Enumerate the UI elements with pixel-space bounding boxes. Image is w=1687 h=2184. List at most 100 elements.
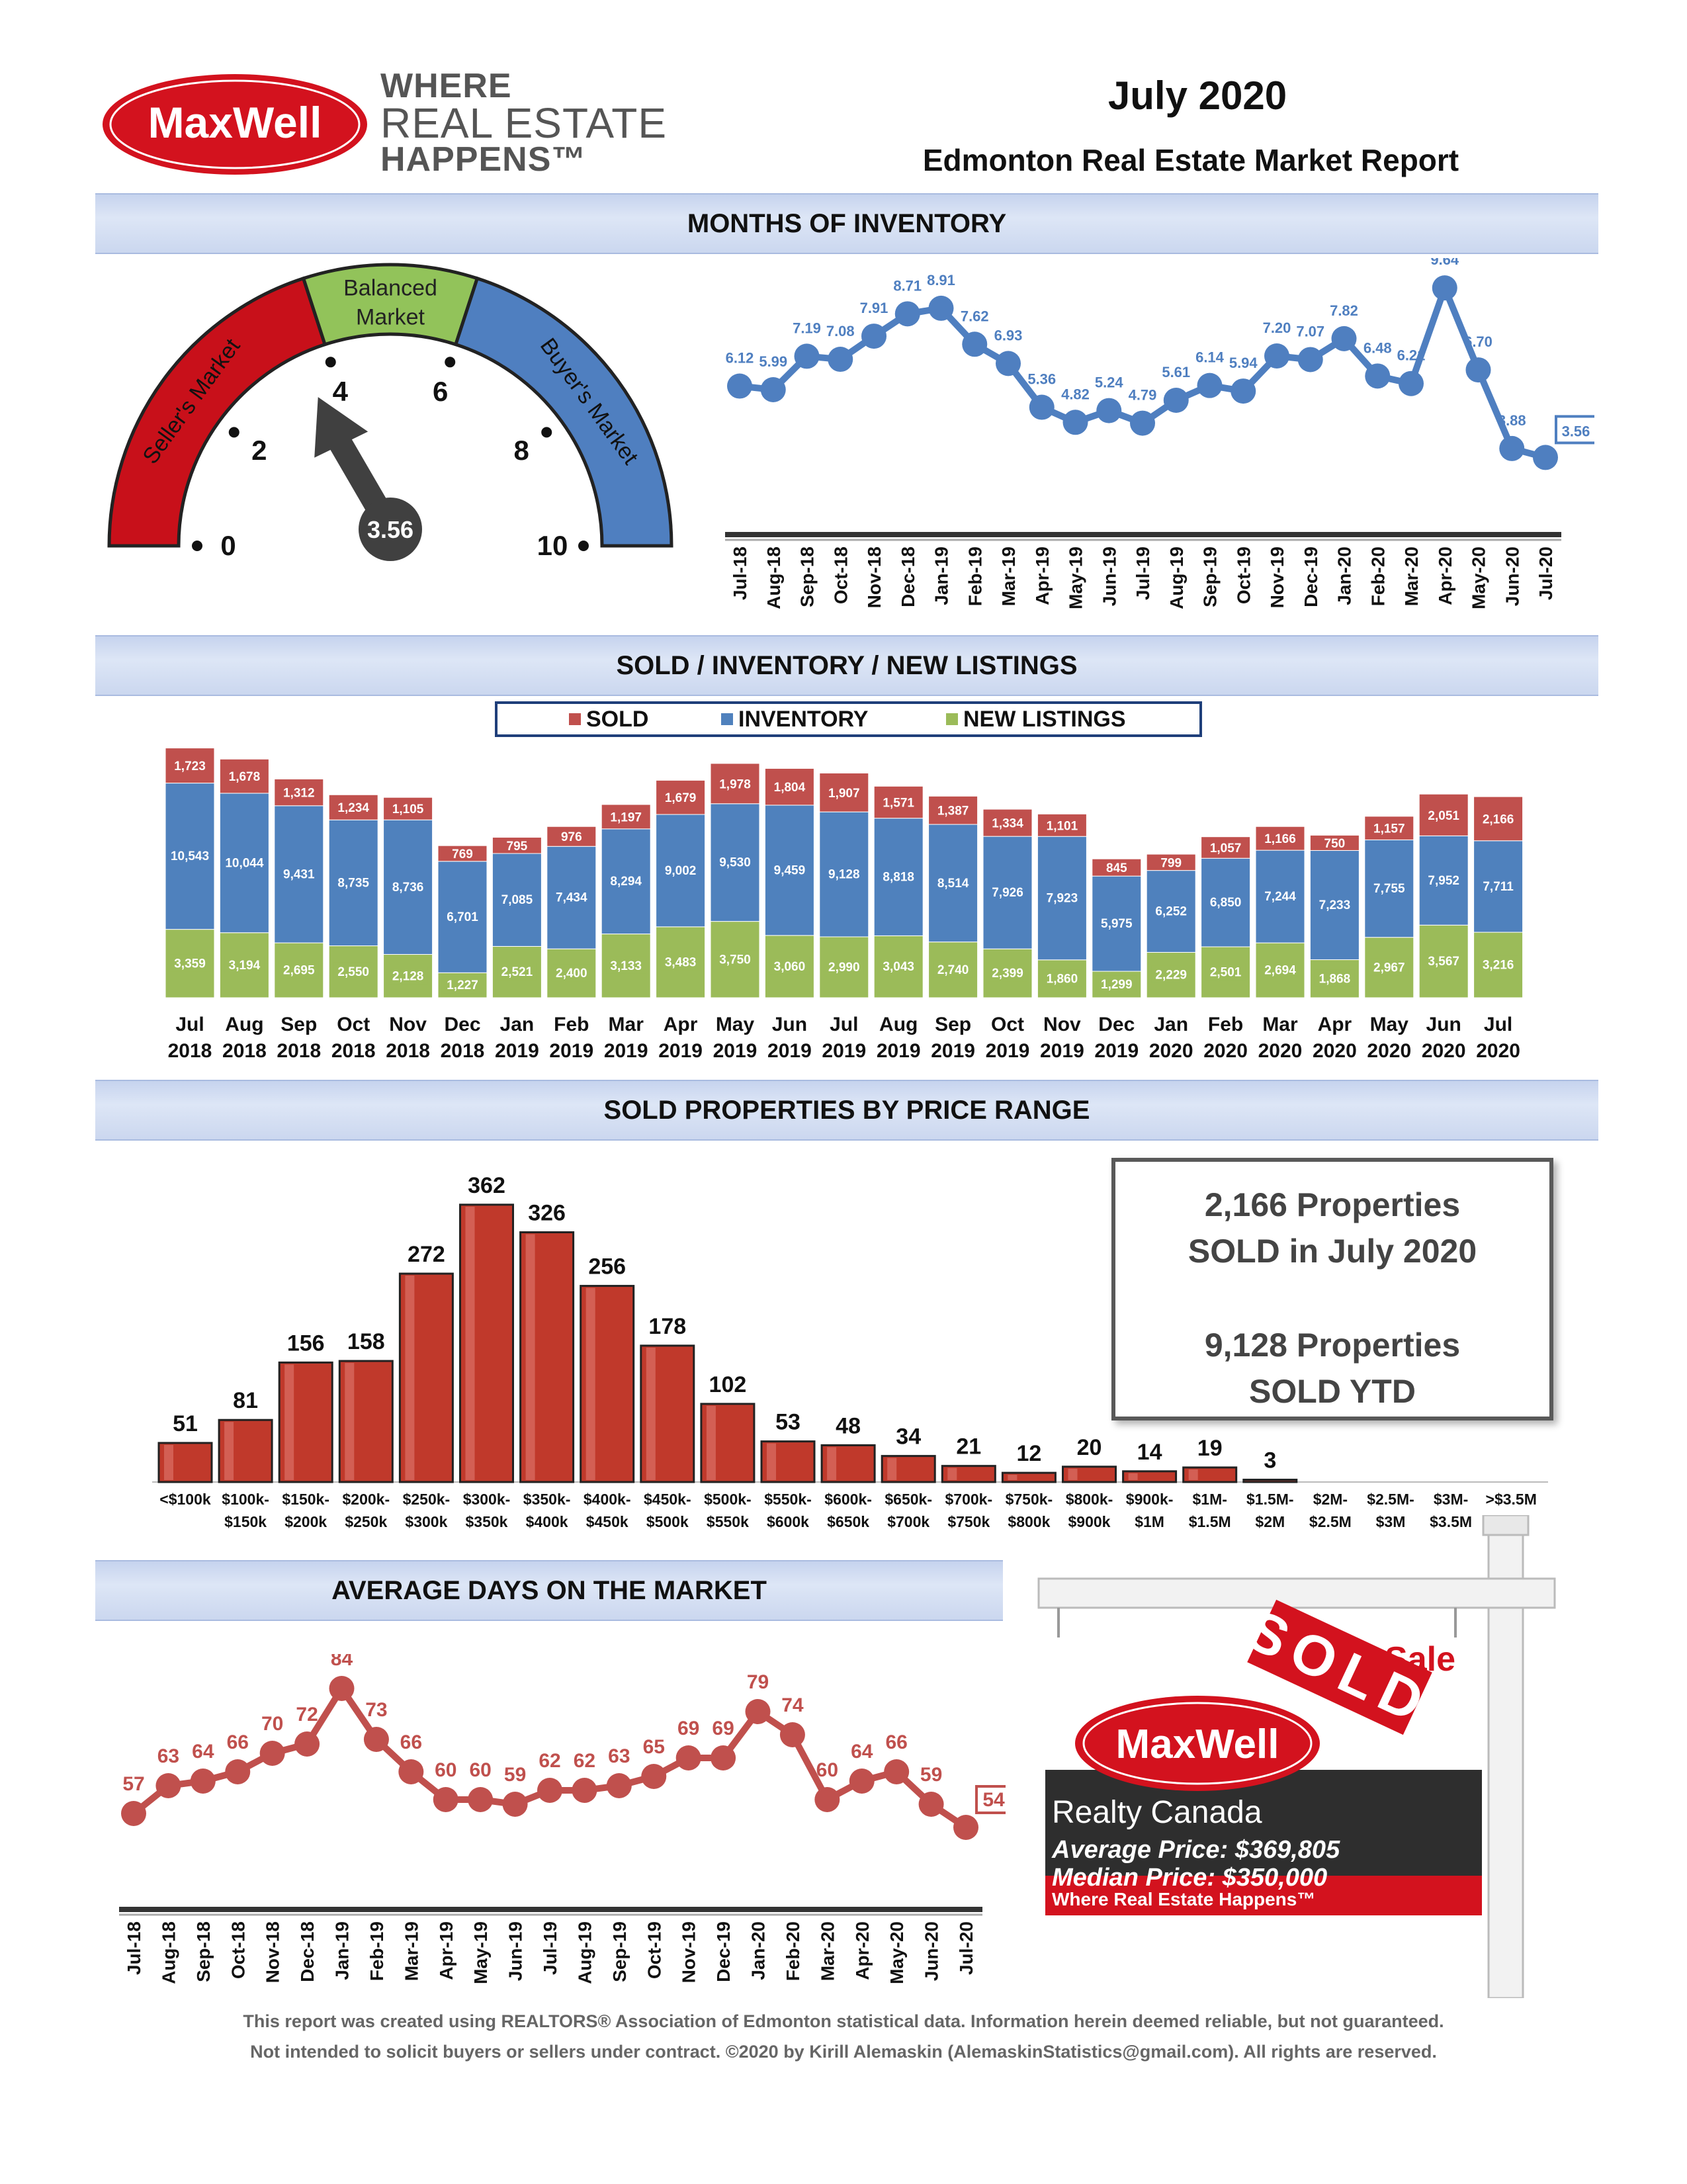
data-label-sold: 1,101 xyxy=(1047,819,1078,833)
x-tick-label: $1M- xyxy=(1192,1491,1227,1508)
data-label: 79 xyxy=(747,1671,769,1693)
x-tick-label: Jan-19 xyxy=(931,546,952,605)
bar-sold xyxy=(165,748,215,784)
data-label-inventory: 7,711 xyxy=(1483,880,1514,894)
gauge-tick-label: 6 xyxy=(433,376,448,407)
bar-sold xyxy=(546,826,597,847)
data-point xyxy=(849,1769,875,1794)
data-point xyxy=(675,1745,701,1770)
bar-sold xyxy=(1473,796,1524,842)
bar-inventory xyxy=(1364,839,1414,938)
x-tick-label: 2020 xyxy=(1367,1040,1411,1062)
data-label-sold: 1,679 xyxy=(665,791,697,805)
x-tick-label: $800k xyxy=(1008,1513,1050,1530)
data-label: 7.07 xyxy=(1296,323,1324,339)
bar-highlight xyxy=(767,1443,776,1480)
months-of-inventory-chart: 6.12 Jul-18 5.99 Aug-18 7.19 Sep-18 7.08 Oct-18… xyxy=(708,251,1597,615)
sil-legend: SOLD INVENTORY NEW LISTINGS xyxy=(495,701,1202,737)
x-tick-label: 2019 xyxy=(713,1040,757,1062)
bar-sold xyxy=(764,767,814,806)
data-label-new-listings: 2,501 xyxy=(1210,966,1242,980)
data-label-inventory: 9,459 xyxy=(774,863,806,877)
data-label: 60 xyxy=(435,1759,456,1781)
data-label: 48 xyxy=(836,1413,861,1438)
data-label: 7.20 xyxy=(1263,320,1291,336)
data-label: 156 xyxy=(287,1331,325,1356)
x-tick-label: Dec xyxy=(444,1014,480,1035)
x-tick-label: 2019 xyxy=(767,1040,812,1062)
x-tick-label: 2019 xyxy=(877,1040,921,1062)
data-label-inventory: 7,233 xyxy=(1319,898,1351,912)
summary-line-4: SOLD YTD xyxy=(1249,1373,1416,1410)
data-point xyxy=(1331,326,1357,351)
x-tick-label: Mar-20 xyxy=(1401,546,1422,606)
data-label: 73 xyxy=(365,1699,387,1721)
data-label-sold: 845 xyxy=(1106,861,1127,875)
data-label-new-listings: 3,216 xyxy=(1483,959,1514,973)
x-tick-label: Mar xyxy=(609,1014,644,1035)
data-label-inventory: 7,926 xyxy=(992,886,1023,900)
bar-highlight xyxy=(827,1447,837,1480)
series-line-segment xyxy=(1442,286,1482,371)
data-label: 65 xyxy=(643,1736,665,1758)
sold-summary-box: 2,166 Properties SOLD in July 2020 9,128… xyxy=(1111,1158,1553,1420)
data-label: 60 xyxy=(469,1759,491,1781)
data-label: 6.70 xyxy=(1464,333,1492,350)
data-label: 51 xyxy=(173,1411,198,1436)
label-bg xyxy=(769,957,810,975)
data-point xyxy=(190,1769,216,1794)
x-tick-label: 2019 xyxy=(1040,1040,1084,1062)
bar-inventory xyxy=(1473,840,1524,933)
data-label: 53 xyxy=(775,1410,800,1435)
bar-inventory xyxy=(1255,850,1305,943)
data-point xyxy=(1297,347,1323,372)
bar-sold xyxy=(1092,858,1142,877)
x-tick-label: Jan-20 xyxy=(1334,546,1355,605)
data-label-new-listings: 3,750 xyxy=(719,953,751,967)
x-tick-label: $150k xyxy=(224,1513,267,1530)
data-label-inventory: 10,044 xyxy=(225,856,264,870)
data-label-inventory: 9,002 xyxy=(665,864,697,878)
x-tick-label: Jun-20 xyxy=(922,1921,942,1981)
x-tick-label: $350k xyxy=(466,1513,508,1530)
x-tick-label: $200k xyxy=(284,1513,327,1530)
gauge-tick-label: 2 xyxy=(251,435,267,466)
label-bg xyxy=(1424,952,1464,970)
data-label-sold: 1,166 xyxy=(1264,832,1296,846)
x-tick-label: $1M xyxy=(1135,1513,1164,1530)
data-label: 7.62 xyxy=(961,308,989,324)
data-label: 21 xyxy=(956,1434,981,1460)
bar-inventory xyxy=(1418,835,1469,926)
price-bar xyxy=(941,1465,996,1483)
label-bg xyxy=(170,954,210,972)
gauge-tick-dot xyxy=(541,427,552,438)
data-point xyxy=(1096,398,1122,423)
data-label-sold: 1,907 xyxy=(828,787,860,801)
x-tick-label: 2018 xyxy=(222,1040,267,1062)
data-label: 70 xyxy=(261,1713,283,1735)
data-point xyxy=(502,1792,528,1817)
bar-highlight xyxy=(887,1458,897,1480)
data-point xyxy=(1465,357,1491,383)
x-tick-label: 2019 xyxy=(549,1040,593,1062)
days-on-market-chart: 57 Jul-18 63 Aug-18 64 Sep-18 66 Oct-18 70 Nov-18… xyxy=(106,1648,1012,1991)
data-label: 256 xyxy=(588,1254,626,1280)
label-bg xyxy=(660,953,701,971)
legend-swatch xyxy=(946,713,958,725)
data-label-new-listings: 3,567 xyxy=(1428,955,1459,969)
x-tick-label: Sep-19 xyxy=(1200,546,1221,607)
data-label-inventory: 9,431 xyxy=(283,867,315,881)
data-point xyxy=(537,1778,562,1803)
data-label-inventory: 6,252 xyxy=(1155,905,1187,919)
x-tick-label: $600k xyxy=(767,1513,809,1530)
data-point xyxy=(1163,388,1189,414)
data-label-inventory: 7,952 xyxy=(1428,874,1459,888)
label-bg xyxy=(224,955,265,973)
data-point xyxy=(1499,435,1525,461)
x-tick-label: $500k- xyxy=(704,1491,752,1508)
data-label-sold: 1,234 xyxy=(337,801,369,815)
sold-sign-image: Sale SOLD MaxWell Realty Canada Average … xyxy=(1032,1514,1608,1999)
x-tick-label: Jan-20 xyxy=(748,1921,769,1980)
data-point xyxy=(433,1787,458,1812)
gauge-tick-label: 10 xyxy=(537,530,568,561)
